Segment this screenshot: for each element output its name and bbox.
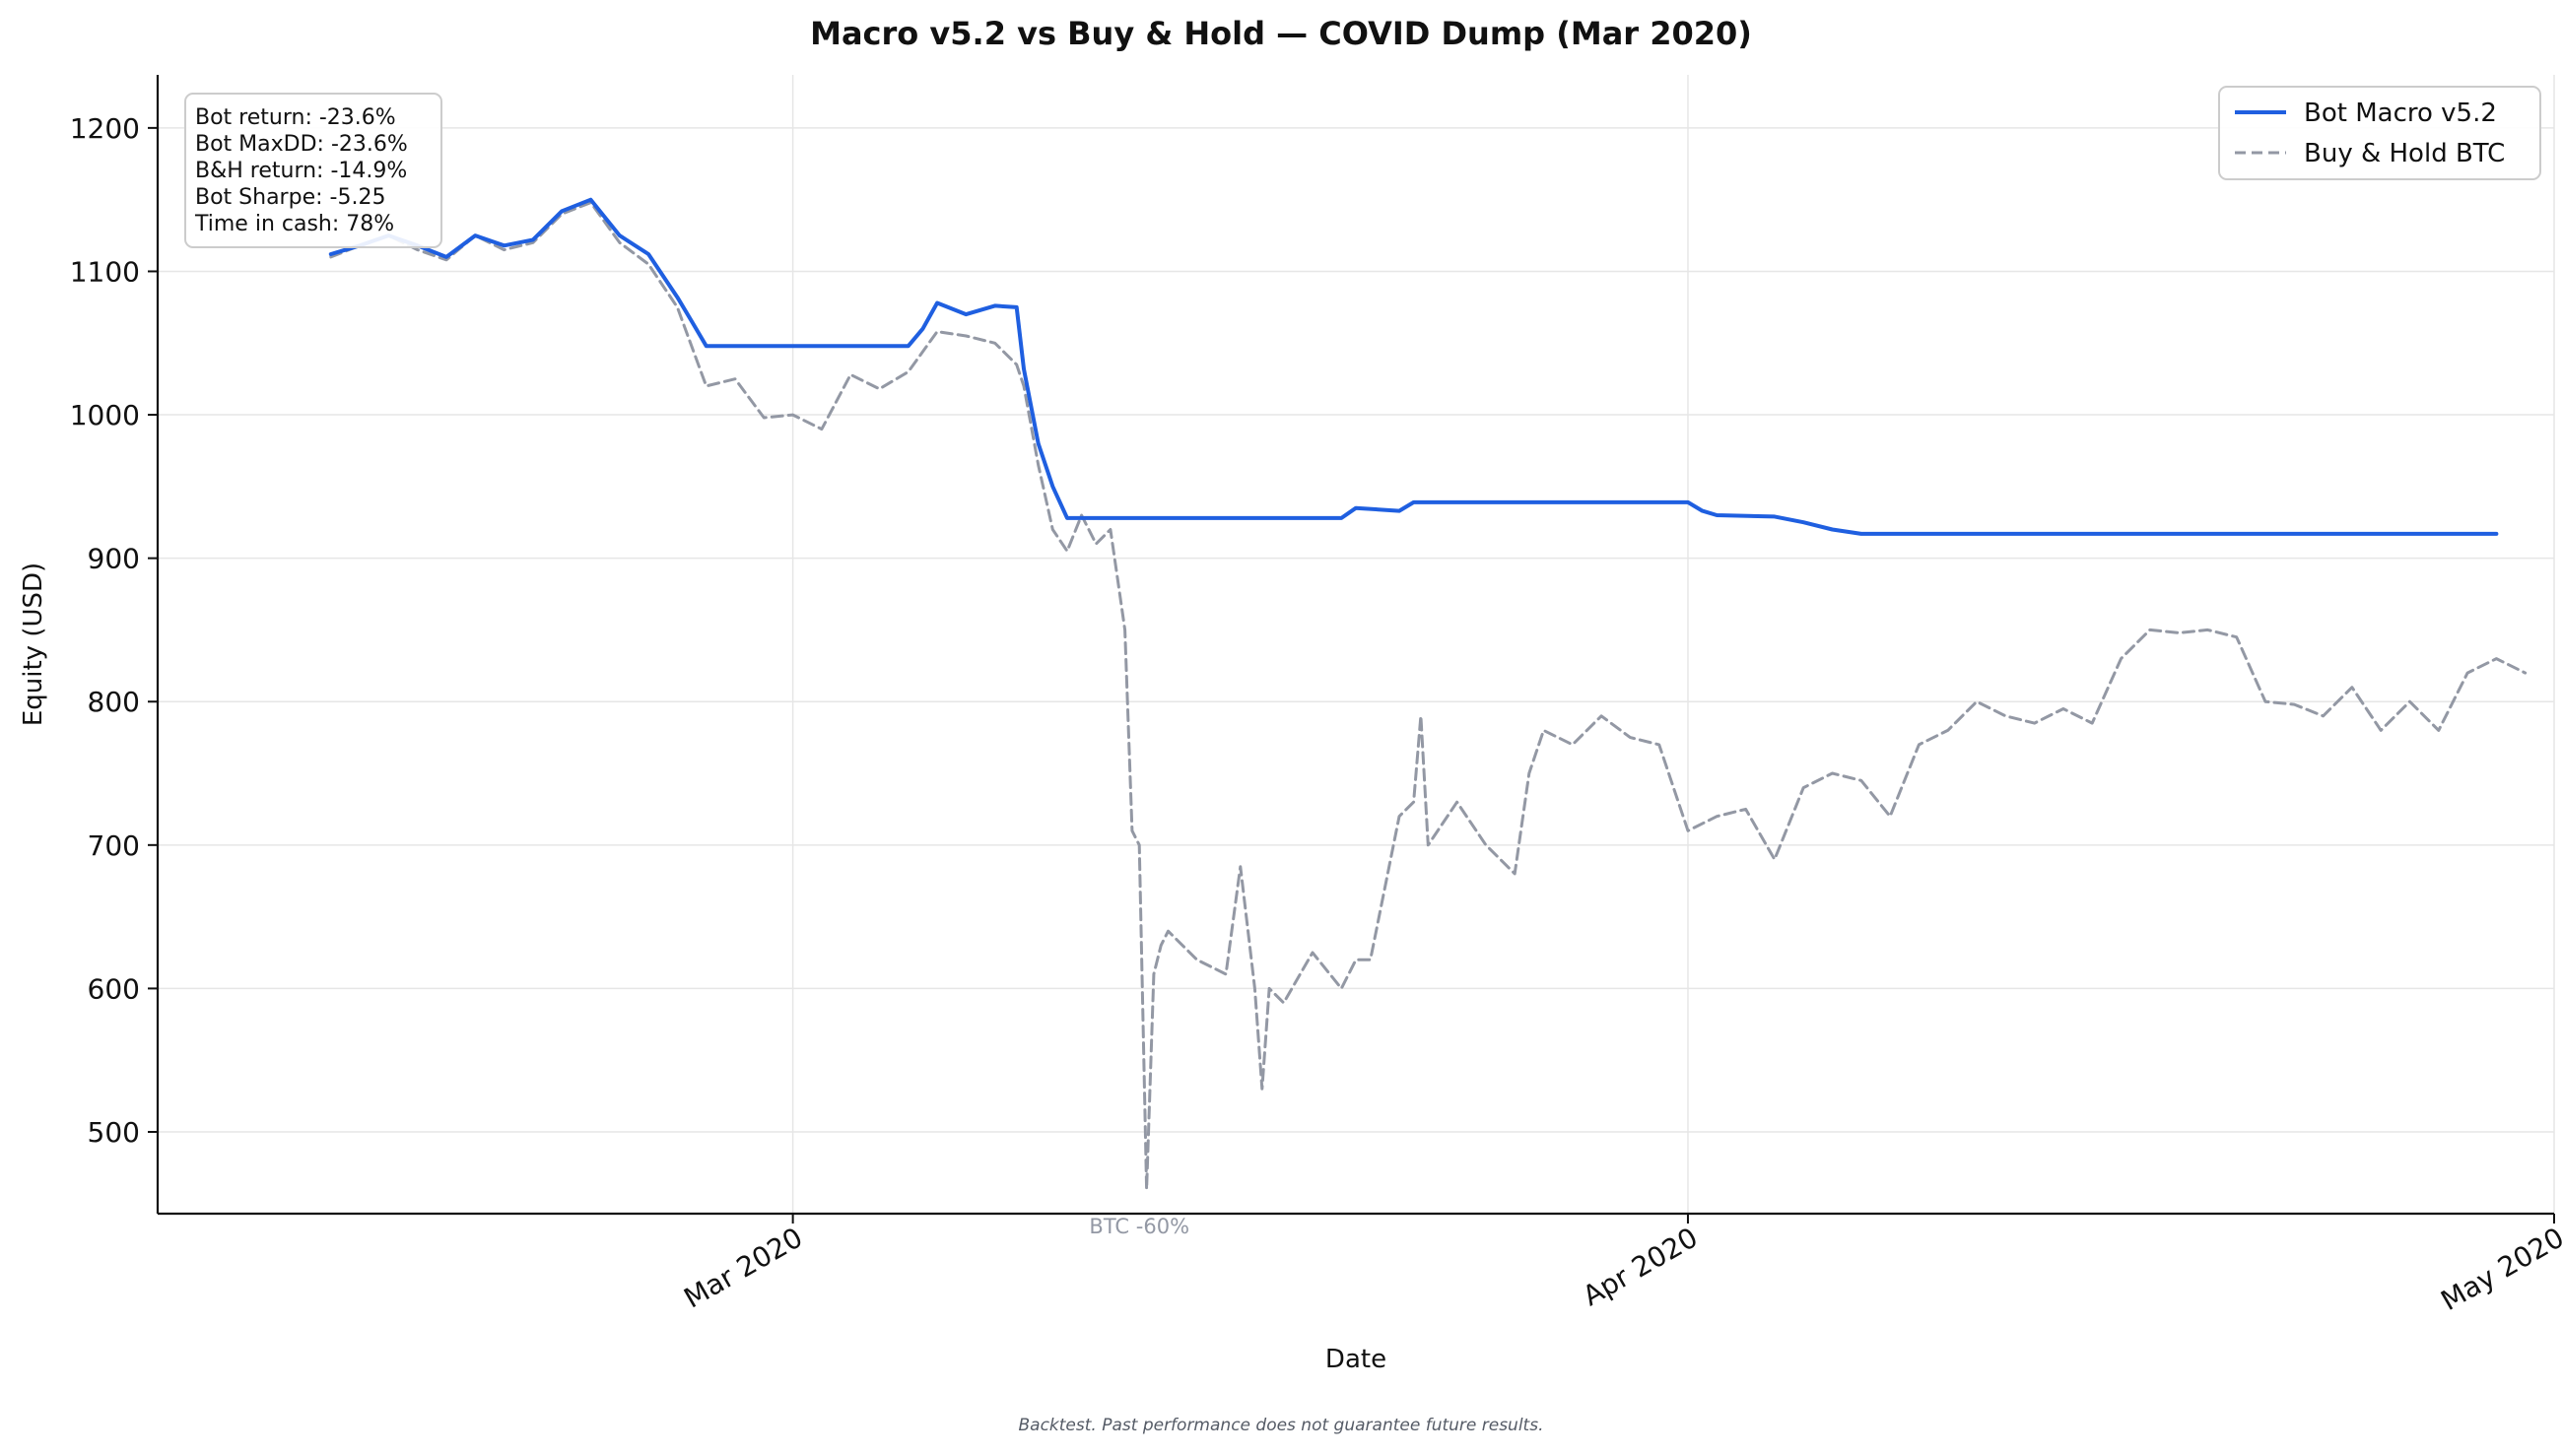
y-tick-label: 700 <box>88 829 140 862</box>
y-tick-label: 800 <box>88 686 140 718</box>
y-tick-label: 1100 <box>70 255 140 288</box>
stats-line: Bot MaxDD: -23.6% <box>195 132 408 157</box>
series-line-buy-hold <box>329 201 2528 1191</box>
y-tick-label: 500 <box>88 1116 140 1149</box>
chart-title: Macro v5.2 vs Buy & Hold — COVID Dump (M… <box>810 15 1752 52</box>
stats-line: Bot return: -23.6% <box>195 105 396 130</box>
footnote: Backtest. Past performance does not guar… <box>1019 1416 1544 1435</box>
y-tick-label: 1200 <box>70 112 140 145</box>
stats-line: Time in cash: 78% <box>194 212 394 236</box>
stats-box-frame <box>184 93 442 248</box>
legend-label-bot: Bot Macro v5.2 <box>2304 99 2497 128</box>
legend-label-hold: Buy & Hold BTC <box>2304 139 2505 168</box>
y-tick-label: 1000 <box>70 399 140 431</box>
legend: Bot Macro v5.2 Buy & Hold BTC <box>2218 86 2541 180</box>
legend-frame <box>2218 86 2541 180</box>
y-ticks: 500 600 700 800 900 1000 1100 1200 <box>70 112 158 1149</box>
x-axis-label: Date <box>1325 1345 1386 1374</box>
stats-line: B&H return: -14.9% <box>195 159 407 183</box>
grid <box>158 75 2555 1214</box>
series-layer <box>328 197 2528 1191</box>
stats-box: Bot return: -23.6% Bot MaxDD: -23.6% B&H… <box>184 93 442 248</box>
stats-line: Bot Sharpe: -5.25 <box>195 185 385 210</box>
y-tick-label: 600 <box>88 972 140 1005</box>
annotation-btc-drop: BTC -60% <box>1089 1215 1189 1238</box>
y-tick-label: 900 <box>88 543 140 575</box>
series-line-bot-macro <box>328 197 2499 536</box>
y-axis-label: Equity (USD) <box>19 563 48 726</box>
